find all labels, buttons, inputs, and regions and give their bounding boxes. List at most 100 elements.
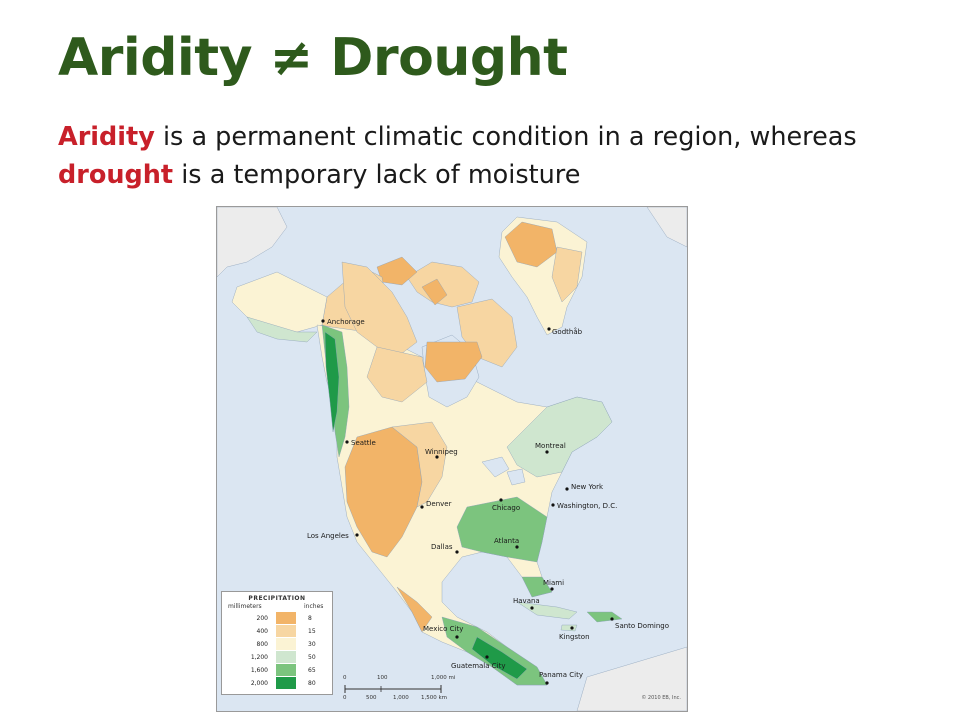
city-label-kingston: Kingston — [559, 633, 590, 641]
legend-swatch — [276, 651, 296, 663]
legend-mm-value: 1,200 — [250, 654, 268, 661]
legend-mm-value: 1,600 — [250, 667, 268, 674]
subtitle-text-1: is a permanent climatic condition in a r… — [154, 122, 857, 152]
city-dot-panama-city — [545, 681, 549, 685]
map-copyright: © 2010 EB, Inc. — [641, 695, 681, 701]
city-dot-chicago — [499, 498, 503, 502]
humid-northeast — [506, 396, 613, 478]
city-dot-winnipeg — [435, 455, 439, 459]
subtitle-text-2: is a temporary lack of moisture — [173, 160, 581, 190]
wetter-central-america — [471, 636, 528, 680]
land-europe — [646, 207, 687, 248]
city-label-havana: Havana — [513, 597, 540, 605]
city-label-denver: Denver — [426, 500, 452, 508]
greenland-semi — [551, 246, 583, 303]
city-label-miami: Miami — [543, 579, 564, 587]
legend-mm-value: 400 — [256, 628, 268, 635]
city-dot-montreal — [545, 450, 549, 454]
semi-great-plains — [391, 421, 448, 508]
city-dot-godthab — [547, 327, 551, 331]
legend-swatch — [276, 638, 296, 650]
city-label-chicago: Chicago — [492, 504, 520, 512]
humid-florida — [521, 576, 553, 598]
legend-inch-value: 30 — [308, 641, 316, 648]
scale-km-label: 1,500 km — [421, 695, 448, 701]
legend-unit-mm: millimeters — [228, 603, 262, 610]
precipitation-legend: PRECIPITATION millimeters inches 200 8 4… — [221, 591, 333, 695]
city-dot-seattle — [345, 440, 349, 444]
city-dot-kingston — [570, 626, 574, 630]
legend-unit-in: inches — [304, 603, 324, 610]
scale-km-label: 1,000 — [393, 695, 409, 701]
legend-mm-value: 2,000 — [250, 680, 268, 687]
wetter-pacific-coast — [324, 331, 340, 433]
water-great-lakes-1 — [481, 456, 510, 478]
legend-swatch — [276, 664, 296, 676]
scale-mi-label: 1,000 mi — [431, 675, 456, 681]
city-dot-anchorage — [321, 319, 325, 323]
city-label-washington: Washington, D.C. — [557, 502, 617, 510]
scale-bar-graphic — [344, 685, 442, 693]
legend-title: PRECIPITATION — [248, 595, 306, 602]
legend-row: 1,200 50 — [222, 651, 332, 663]
term-aridity: Aridity — [58, 122, 155, 152]
city-label-montreal: Montreal — [535, 442, 566, 450]
scale-km-label: 500 — [366, 695, 377, 701]
legend-mm-value: 200 — [256, 615, 268, 622]
city-label-godthab: Godthåb — [552, 327, 583, 336]
slide-subtitle: Aridity is a permanent climatic conditio… — [58, 118, 938, 194]
land-alaska-coast — [246, 316, 318, 343]
city-markers: Anchorage Godthåb Seattle Winnipeg Montr… — [307, 318, 669, 685]
dry-mexico — [396, 586, 433, 633]
legend-row: 2,000 80 — [222, 677, 332, 689]
city-label-los-angeles: Los Angeles — [307, 532, 349, 540]
legend-swatch — [276, 625, 296, 637]
city-label-new-york: New York — [571, 483, 604, 491]
land-jamaica — [560, 624, 578, 632]
legend-inch-value: 65 — [308, 667, 316, 674]
legend-row: 400 15 — [222, 625, 332, 637]
humid-southeast — [456, 496, 548, 563]
city-dot-guatemala-city — [485, 655, 489, 659]
land-arctic-islands-1 — [406, 261, 480, 308]
legend-row: 1,600 65 — [222, 664, 332, 676]
land-asia — [217, 207, 288, 278]
legend-inch-value: 50 — [308, 654, 316, 661]
legend-inch-value: 8 — [308, 615, 312, 622]
scale-mi-label: 100 — [377, 675, 388, 681]
land-arctic-islands-3 — [421, 278, 448, 306]
precipitation-map: Anchorage Godthåb Seattle Winnipeg Montr… — [216, 206, 688, 712]
city-label-santo-domingo: Santo Domingo — [615, 622, 669, 630]
city-label-dallas: Dallas — [431, 543, 453, 551]
city-label-mexico-city: Mexico City — [423, 625, 463, 633]
map-scale-bar: 0 100 1,000 mi 0 500 1,000 1,500 km — [341, 673, 551, 707]
scale-km-label: 0 — [343, 695, 347, 701]
city-label-seattle: Seattle — [351, 439, 376, 447]
city-dot-dallas — [455, 550, 459, 554]
legend-swatch — [276, 677, 296, 689]
legend-inch-value: 80 — [308, 680, 316, 687]
city-dot-new-york — [565, 487, 569, 491]
dry-yukon — [341, 261, 418, 358]
dry-nunavut — [424, 341, 483, 383]
dry-northwest-territories — [366, 346, 428, 403]
city-dot-atlanta — [515, 545, 519, 549]
land-cuba — [516, 601, 578, 620]
city-dot-washington — [551, 503, 555, 507]
city-dot-mexico-city — [455, 635, 459, 639]
city-label-guatemala-city: Guatemala City — [451, 662, 506, 670]
land-south-america — [576, 646, 687, 711]
city-dot-havana — [530, 606, 534, 610]
city-label-anchorage: Anchorage — [327, 318, 365, 326]
legend-swatch — [276, 612, 296, 624]
legend-inch-value: 15 — [308, 628, 316, 635]
legend-mm-value: 800 — [256, 641, 268, 648]
slide-title: Aridity ≠ Drought — [58, 28, 568, 88]
map-canvas: Anchorage Godthåb Seattle Winnipeg Montr… — [217, 207, 687, 711]
water-great-lakes-2 — [506, 468, 526, 486]
legend-row: 800 30 — [222, 638, 332, 650]
scale-mi-label: 0 — [343, 675, 347, 681]
city-dot-los-angeles — [355, 533, 359, 537]
city-label-winnipeg: Winnipeg — [425, 448, 458, 456]
city-label-atlanta: Atlanta — [494, 537, 519, 545]
